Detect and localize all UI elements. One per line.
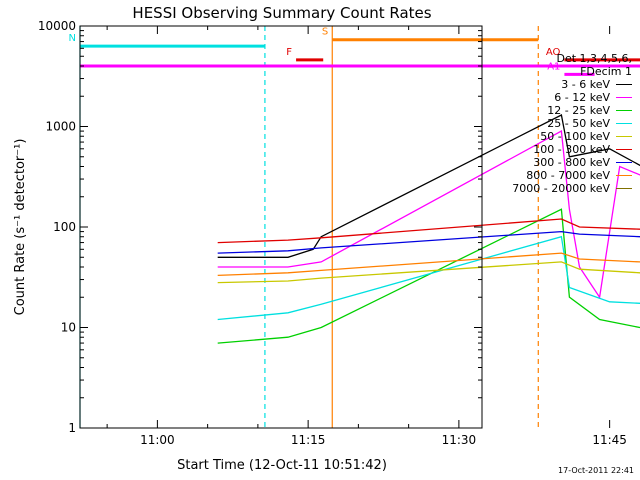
x-axis-label: Start Time (12-Oct-11 10:51:42) bbox=[177, 458, 387, 473]
y-tick-label-1: 10 bbox=[61, 321, 76, 335]
series-line-6 bbox=[217, 230, 640, 254]
x-tick-label-3: 11:45 bbox=[592, 433, 627, 447]
legend-swatch bbox=[616, 136, 632, 137]
legend-entry-label: 3 - 6 keV bbox=[561, 78, 610, 91]
flag-label-0: N bbox=[69, 33, 76, 44]
series-line-2 bbox=[217, 208, 640, 344]
legend-entry-label: 300 - 800 keV bbox=[533, 156, 610, 169]
legend-swatch bbox=[616, 110, 632, 111]
legend-entry-label: 50 - 100 keV bbox=[540, 130, 610, 143]
legend-swatch bbox=[616, 175, 632, 176]
x-tick-label-2: 11:30 bbox=[442, 433, 477, 447]
legend-entry-label: 100 - 300 keV bbox=[533, 143, 610, 156]
legend-entry: 6 - 12 keV bbox=[500, 91, 632, 104]
y-tick-label-0: 1 bbox=[68, 421, 76, 435]
legend-entry: 3 - 6 keV bbox=[500, 78, 632, 91]
legend-entry: 50 - 100 keV bbox=[500, 130, 632, 143]
legend-entry: 100 - 300 keV bbox=[500, 143, 632, 156]
legend-swatch bbox=[616, 162, 632, 163]
flag-label-4: AO bbox=[546, 47, 561, 58]
chart-title: HESSI Observing Summary Count Rates bbox=[132, 4, 431, 22]
legend-entry-label: 7000 - 20000 keV bbox=[512, 182, 610, 195]
legend-entry: 7000 - 20000 keV bbox=[500, 182, 632, 195]
plot-frame bbox=[79, 25, 483, 429]
x-tick-label-0: 11:00 bbox=[140, 433, 175, 447]
y-tick-label-4: 10000 bbox=[38, 19, 76, 33]
y-tick-label-3: 1000 bbox=[45, 120, 76, 134]
legend-swatch bbox=[616, 188, 632, 189]
legend-entry-label: 25 - 50 keV bbox=[547, 117, 610, 130]
footer-timestamp: 17-Oct-2011 22:41 bbox=[558, 466, 634, 475]
legend: Det 1,3,4,5,6, FDecim 1 3 - 6 keV 6 - 12 … bbox=[500, 52, 632, 195]
legend-entry: 25 - 50 keV bbox=[500, 117, 632, 130]
legend-header-line-2: FDecim 1 bbox=[580, 65, 632, 78]
legend-swatch bbox=[616, 123, 632, 124]
series-lines bbox=[217, 114, 640, 344]
legend-entry: 300 - 800 keV bbox=[500, 156, 632, 169]
legend-entry: 12 - 25 keV bbox=[500, 104, 632, 117]
legend-swatch bbox=[616, 149, 632, 150]
y-tick-label-2: 100 bbox=[53, 220, 76, 234]
legend-swatch bbox=[616, 97, 632, 98]
flag-bars: NSFA1AO bbox=[69, 27, 640, 76]
series-line-1 bbox=[217, 130, 640, 299]
series-line-0 bbox=[217, 114, 640, 258]
flag-label-1: S bbox=[322, 27, 328, 38]
y-axis-label: Count Rate (s⁻¹ detector⁻¹) bbox=[13, 139, 28, 316]
legend-entry: 800 - 7000 keV bbox=[500, 169, 632, 182]
x-tick-label-1: 11:15 bbox=[291, 433, 326, 447]
series-line-3 bbox=[217, 235, 640, 321]
legend-entry-label: 6 - 12 keV bbox=[554, 91, 610, 104]
series-line-7 bbox=[217, 252, 640, 277]
y-ticks: 1 10 100 1000 10000 bbox=[38, 19, 482, 435]
legend-header-line-1: Det 1,3,4,5,6, bbox=[556, 52, 632, 65]
legend-swatch bbox=[616, 84, 632, 85]
legend-entry-label: 12 - 25 keV bbox=[547, 104, 610, 117]
legend-entry-label: 800 - 7000 keV bbox=[526, 169, 610, 182]
series-line-5 bbox=[217, 218, 640, 244]
series-line-4 bbox=[217, 261, 640, 284]
flag-label-2: F bbox=[286, 47, 292, 58]
